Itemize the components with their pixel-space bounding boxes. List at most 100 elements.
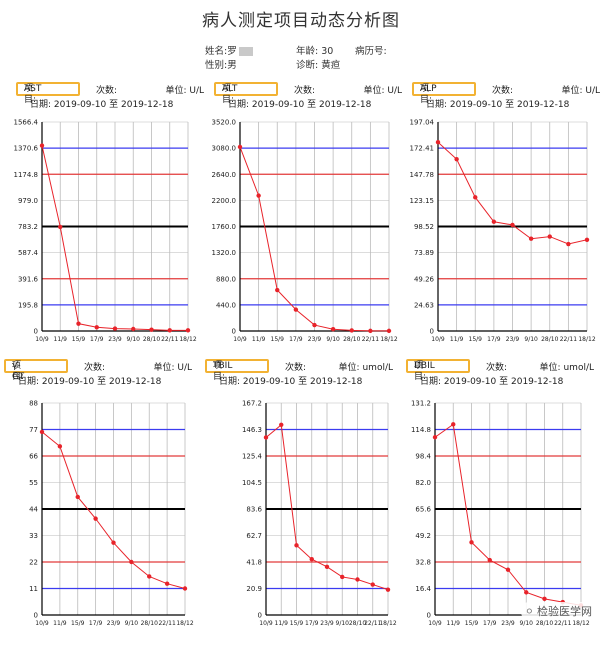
x-tick-label: 11/9 bbox=[53, 620, 67, 627]
x-tick-label: 23/9 bbox=[320, 620, 334, 627]
data-point bbox=[279, 422, 284, 428]
y-tick-label: 172.41 bbox=[410, 145, 435, 153]
x-tick-label: 15/9 bbox=[72, 336, 86, 343]
record-label: 病历号: bbox=[355, 46, 387, 57]
x-tick-label: 18/12 bbox=[578, 336, 595, 343]
y-tick-label: 114.8 bbox=[411, 426, 431, 434]
data-point bbox=[93, 516, 98, 521]
data-point bbox=[275, 287, 280, 293]
data-point bbox=[510, 222, 515, 228]
y-tick-label: 16.4 bbox=[415, 585, 431, 593]
date-to: 至 bbox=[505, 100, 515, 110]
y-tick-label: 197.04 bbox=[410, 119, 435, 127]
count-label: 次数: bbox=[492, 86, 514, 96]
chart-panel-0: 项目: AST 次数: 单位: U/L 日期: 2019-09-10 至 2019-12… bbox=[12, 80, 212, 380]
y-tick-label: 147.78 bbox=[410, 171, 435, 179]
item-prefix: 项目: bbox=[222, 84, 235, 105]
count-label: 次数: bbox=[294, 86, 316, 96]
watermark: ⚪ 检验医学网 bbox=[520, 602, 596, 620]
x-tick-label: 11/9 bbox=[450, 336, 464, 343]
y-tick-label: 131.2 bbox=[411, 400, 431, 408]
data-point bbox=[584, 237, 590, 242]
x-tick-label: 28/10 bbox=[536, 620, 553, 627]
data-point bbox=[75, 494, 80, 500]
data-point bbox=[76, 321, 81, 326]
x-tick-label: 23/9 bbox=[107, 620, 121, 627]
date-to: 至 bbox=[298, 377, 308, 387]
page-title: 病人测定项目动态分析图 bbox=[202, 11, 400, 31]
item-name: ALT bbox=[222, 84, 238, 94]
date-end: 2019-12-18 bbox=[310, 377, 363, 387]
item-name: TBIL bbox=[213, 361, 233, 371]
data-point bbox=[294, 543, 299, 548]
data-point bbox=[263, 435, 269, 440]
x-tick-label: 10/9 bbox=[35, 620, 49, 627]
x-tick-label: 15/9 bbox=[290, 620, 304, 627]
data-point bbox=[524, 590, 529, 595]
data-point bbox=[340, 574, 345, 580]
chart-panel-5: 项目: DBIL 次数: 单位: umol/L 日期: 2019-09-10 至 201… bbox=[402, 357, 602, 657]
y-tick-label: 1566.4 bbox=[14, 119, 39, 127]
x-tick-label: 28/10 bbox=[541, 336, 558, 343]
data-point bbox=[164, 581, 170, 586]
data-point bbox=[368, 328, 373, 334]
y-tick-label: 146.3 bbox=[242, 426, 262, 434]
x-tick-label: 17/9 bbox=[487, 336, 501, 343]
data-point bbox=[469, 540, 474, 545]
data-point bbox=[58, 224, 63, 230]
item-name: DBIL bbox=[414, 361, 435, 371]
data-point bbox=[451, 422, 456, 427]
x-tick-label: 18/12 bbox=[379, 620, 396, 627]
chart-svg: 0 24.63 49.26 73.89 98.52 123.15 147.78 172.41 1… bbox=[410, 119, 596, 344]
unit-value: U/L bbox=[585, 86, 600, 96]
item-label-box: 项目: γ-GT bbox=[4, 359, 68, 382]
diag-label: 诊断: bbox=[296, 60, 319, 71]
unit-prefix: 单位: bbox=[561, 86, 583, 96]
y-tick-label: 20.9 bbox=[246, 585, 262, 593]
y-tick-label: 65.6 bbox=[415, 506, 431, 514]
name-value: 罗 bbox=[227, 46, 237, 57]
data-point bbox=[39, 143, 45, 148]
unit-label: 单位: umol/L bbox=[540, 360, 594, 373]
x-tick-label: 11/9 bbox=[252, 336, 266, 343]
x-tick-label: 10/9 bbox=[259, 620, 273, 627]
y-tick-label: 880.0 bbox=[216, 275, 236, 283]
y-tick-label: 11 bbox=[29, 585, 38, 593]
data-point bbox=[324, 564, 330, 570]
date-start: 2019-09-10 bbox=[53, 100, 107, 110]
data-point bbox=[487, 557, 492, 563]
patient-sex: 性别:男 bbox=[205, 57, 237, 71]
data-point bbox=[491, 219, 497, 224]
x-tick-label: 18/12 bbox=[176, 620, 193, 627]
data-point bbox=[149, 327, 154, 332]
data-point bbox=[39, 429, 45, 435]
y-tick-label: 195.8 bbox=[18, 301, 38, 309]
x-tick-label: 23/9 bbox=[108, 336, 122, 343]
x-tick-label: 28/10 bbox=[349, 620, 366, 627]
data-point bbox=[111, 540, 116, 545]
date-start: 2019-09-10 bbox=[449, 100, 503, 110]
data-point bbox=[385, 587, 391, 592]
chart-svg: 0 440.0 880.0 1320.0 1760.0 2200.0 2640.0 3080.… bbox=[212, 119, 398, 344]
sex-label: 性别: bbox=[205, 60, 228, 71]
date-to: 至 bbox=[109, 100, 119, 110]
data-point bbox=[454, 156, 459, 162]
x-tick-label: 15/9 bbox=[71, 620, 85, 627]
y-tick-label: 3080.0 bbox=[212, 145, 237, 153]
x-tick-label: 10/9 bbox=[428, 620, 442, 627]
x-tick-label: 28/10 bbox=[343, 336, 360, 343]
data-point bbox=[386, 328, 392, 334]
unit-value: U/L bbox=[177, 363, 192, 373]
x-tick-label: 22/11 bbox=[364, 620, 381, 627]
y-tick-label: 88 bbox=[29, 400, 38, 408]
item-name: ALP bbox=[420, 84, 437, 94]
date-range: 日期: 2019-09-10 至 2019-12-18 bbox=[219, 374, 362, 387]
x-tick-label: 9/10 bbox=[520, 620, 534, 627]
data-point bbox=[435, 139, 441, 145]
item-label-box: 项目: AST bbox=[16, 82, 80, 105]
x-tick-label: 28/10 bbox=[143, 336, 160, 343]
y-tick-label: 1320.0 bbox=[212, 249, 237, 257]
data-point bbox=[147, 574, 152, 579]
y-tick-label: 62.7 bbox=[246, 532, 262, 540]
item-prefix: 项目: bbox=[12, 361, 25, 382]
